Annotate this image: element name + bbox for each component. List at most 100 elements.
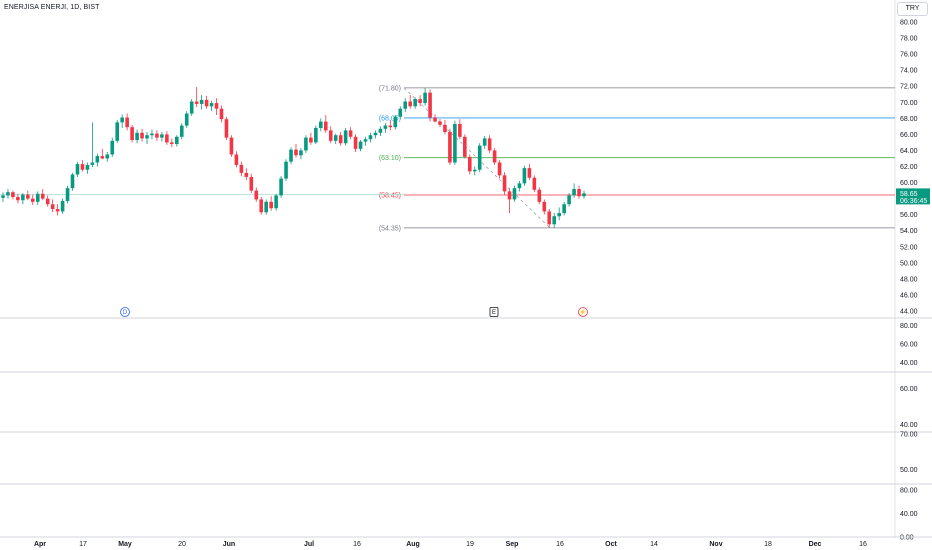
candle-body: [497, 162, 502, 176]
candle-body: [552, 216, 557, 225]
candle-body: [398, 108, 403, 117]
pane-tick-label: 70.00: [900, 431, 918, 438]
candle-body: [150, 133, 154, 136]
candle-body: [229, 137, 234, 155]
candle-body: [557, 213, 561, 217]
candle-body: [65, 188, 70, 202]
pane-tick-label: 40.00: [900, 511, 918, 518]
candle-body: [125, 117, 129, 128]
x-tick-label: Apr: [34, 541, 46, 548]
y-tick-label: 64.00: [900, 148, 918, 155]
fib-label: (71.80): [379, 85, 401, 92]
candle-body: [50, 204, 55, 210]
candle-body: [472, 169, 477, 172]
fib-retracement[interactable]: (71.80) (68.05) (63.10) (58.45) (54.35): [0, 85, 895, 232]
event-marker[interactable]: E: [489, 307, 499, 317]
candle-body: [507, 191, 512, 200]
event-marker[interactable]: ⚡: [578, 307, 588, 317]
candle-body: [55, 209, 60, 212]
candle-body: [463, 136, 467, 157]
candle-body: [259, 199, 264, 213]
candle-body: [21, 194, 25, 201]
y-tick-label: 60.00: [900, 180, 918, 187]
candle-body: [517, 183, 522, 189]
event-markers[interactable]: D E ⚡: [120, 307, 588, 317]
candle-body: [562, 204, 566, 214]
price-axis[interactable]: 80.00 78.00 76.00 74.00 72.00 70.00 68.00 66.00…: [894, 0, 918, 537]
candle-body: [224, 119, 229, 138]
pane-tick-label: 40.00: [900, 360, 918, 367]
candle-body: [323, 121, 328, 131]
x-tick-label: May: [118, 541, 132, 548]
y-tick-label: 62.00: [900, 164, 918, 171]
candle-body: [155, 133, 159, 138]
candle-body: [363, 139, 368, 142]
candle-body: [333, 135, 338, 141]
last-price-label: 58.65 06:36:45: [896, 188, 930, 205]
candle-body: [80, 164, 85, 170]
y-tick-label: 56.00: [900, 212, 918, 219]
event-marker[interactable]: D: [120, 307, 130, 317]
candle-body: [214, 103, 219, 109]
x-tick-label: Oct: [605, 541, 617, 548]
candle-body: [343, 130, 348, 144]
candle-body: [388, 125, 393, 128]
candle-body: [577, 188, 581, 197]
candle-body: [30, 198, 35, 202]
currency-button[interactable]: TRY: [897, 2, 928, 16]
candle-body: [428, 92, 432, 118]
candle-body: [45, 198, 50, 205]
dividend-icon: [120, 307, 130, 317]
candle-body: [378, 128, 383, 133]
x-tick-label: Sep: [506, 541, 519, 548]
candle-body: [492, 150, 497, 163]
candle-body: [194, 101, 199, 104]
candle-body: [204, 99, 209, 107]
candles: [1, 87, 586, 228]
candle-body: [16, 197, 20, 201]
candle-body: [502, 175, 507, 192]
candle-body: [319, 121, 323, 128]
y-tick-label: 46.00: [900, 292, 918, 299]
candle-body: [209, 103, 214, 107]
candle-body: [75, 164, 80, 175]
candle-body: [304, 137, 308, 151]
candle-body: [199, 99, 204, 104]
candle-body: [115, 122, 120, 141]
pane-tick-label: 80.00: [900, 487, 918, 494]
candle-body: [373, 132, 378, 136]
candle-body: [179, 125, 184, 137]
candle-body: [294, 149, 298, 156]
time-axis[interactable]: Apr 17 May 20 Jun Jul 16 Aug 19 Sep 16 Oct 14 Nov 18 De…: [34, 541, 867, 548]
x-tick-label: 14: [650, 541, 658, 548]
candle-body: [393, 116, 398, 128]
pane-tick-label: 80.00: [900, 323, 918, 330]
candle-body: [338, 135, 343, 144]
candle-body: [140, 132, 144, 139]
candle-body: [165, 134, 169, 143]
candle-body: [249, 176, 254, 191]
candle-body: [170, 142, 174, 145]
last-price-value: 58.65: [900, 191, 918, 198]
fib-trend-line: [403, 87, 551, 229]
symbol-title: ENERJISA ENERJI, 1D, BIST: [4, 4, 100, 11]
candle-body: [175, 136, 179, 145]
y-tick-label: 54.00: [900, 228, 918, 235]
candle-body: [239, 164, 244, 173]
candle-body: [85, 164, 90, 170]
y-tick-label: 72.00: [900, 84, 918, 91]
candle-body: [145, 135, 149, 139]
candle-body: [433, 117, 437, 122]
candle-body: [160, 134, 164, 138]
pane-tick-label: 60.00: [900, 386, 918, 393]
candle-body: [383, 125, 388, 129]
candle-body: [448, 131, 452, 163]
candle-body: [512, 188, 517, 200]
candle-body: [453, 123, 457, 163]
candle-body: [458, 123, 462, 137]
candle-body: [443, 124, 447, 132]
candle-body: [274, 195, 278, 209]
candle-body: [403, 101, 408, 109]
